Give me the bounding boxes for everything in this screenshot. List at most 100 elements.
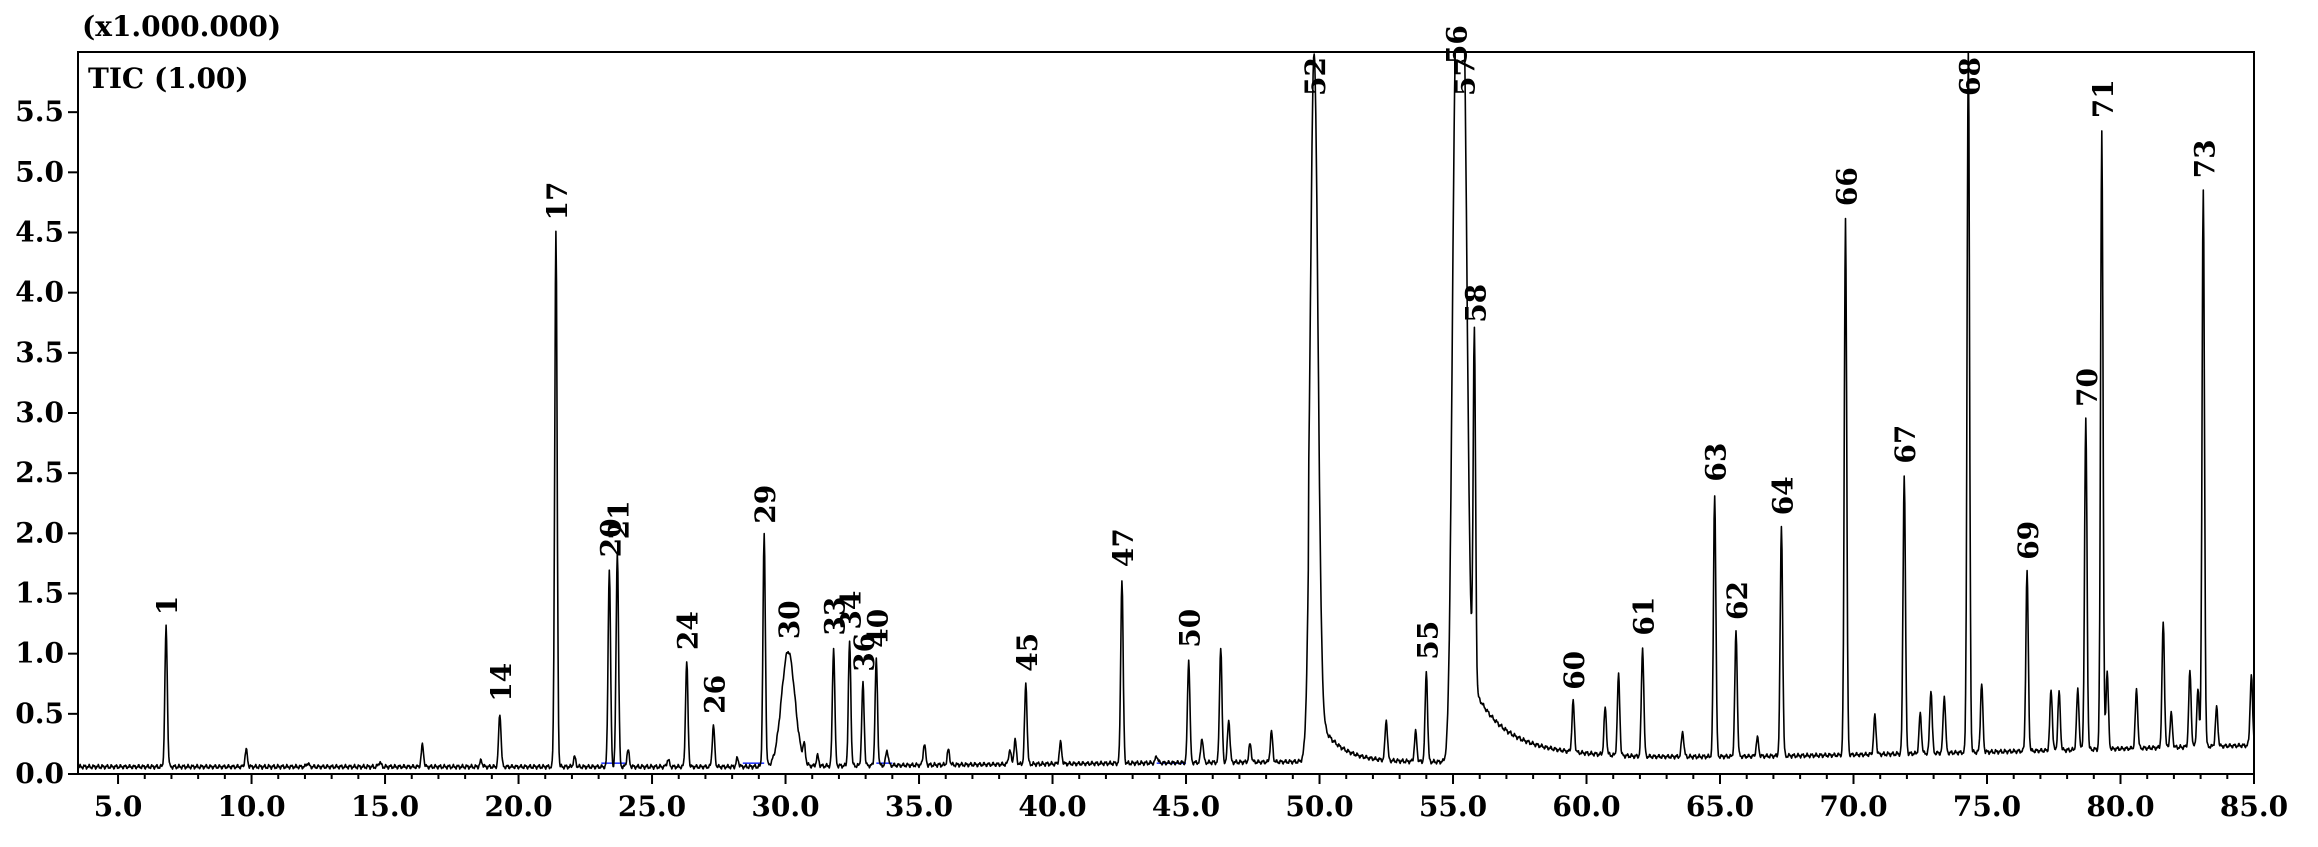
peak-label-group: 33	[819, 597, 852, 636]
peak-label: 14	[485, 663, 518, 702]
peak-label-group: 60	[1558, 651, 1591, 690]
x-tick-label: 70.0	[1819, 790, 1887, 823]
peak-label-group: 56	[1441, 25, 1474, 64]
peak-label: 1	[151, 596, 184, 615]
peak-label: 36	[848, 633, 881, 672]
peak-label-group: 17	[541, 182, 574, 221]
peak-label-group: 36	[848, 633, 881, 672]
peak-label-group: 70	[2071, 368, 2104, 407]
peak-label: 33	[819, 597, 852, 636]
y-tick-label: 0.0	[15, 757, 64, 790]
x-tick-label: 30.0	[751, 790, 819, 823]
peak-label-group: 66	[1831, 167, 1864, 206]
peak-label: 20	[594, 518, 627, 557]
peak-label-group: 63	[1700, 443, 1733, 482]
peak-label-group: 52	[1299, 57, 1332, 96]
peak-label-group: 20	[594, 518, 627, 557]
peak-label-group: 57	[1449, 57, 1482, 96]
y-tick-label: 2.5	[15, 456, 64, 489]
x-tick-label: 65.0	[1686, 790, 1754, 823]
x-tick-label: 35.0	[885, 790, 953, 823]
peak-label-group: 14	[485, 663, 518, 702]
peak-label-group: 73	[2188, 139, 2221, 178]
peak-label: 71	[2087, 79, 2120, 118]
peak-label-group: 58	[1459, 284, 1492, 323]
peak-label: 64	[1766, 476, 1799, 515]
peak-label-group: 45	[1011, 633, 1044, 672]
x-tick-label: 20.0	[484, 790, 552, 823]
y-axis: 0.0 0.5 1.0 1.5 2.0 2.5 3.0 3.5 4.0 4.5 5.0 5.5	[15, 95, 78, 790]
peak-label: 17	[541, 182, 574, 221]
x-tick-label: 25.0	[618, 790, 686, 823]
x-tick-label: 60.0	[1552, 790, 1620, 823]
y-tick-label: 1.0	[15, 637, 64, 670]
x-tick-label: 55.0	[1419, 790, 1487, 823]
peak-label: 30	[773, 600, 806, 639]
y-tick-label: 2.0	[15, 516, 64, 549]
peak-label: 34	[835, 591, 868, 630]
plot-frame	[77, 51, 2255, 775]
x-tick-label: 40.0	[1018, 790, 1086, 823]
x-tick-label: 10.0	[217, 790, 285, 823]
y-tick-label: 5.0	[15, 155, 64, 188]
peak-label-group: 67	[1889, 425, 1922, 464]
x-tick-label: 80.0	[2086, 790, 2154, 823]
peak-label: 40	[861, 609, 894, 648]
peak-label-group: 50	[1174, 609, 1207, 648]
peak-label-group: 61	[1628, 597, 1661, 636]
peak-label-group: 62	[1721, 581, 1754, 620]
peak-label: 60	[1558, 651, 1591, 690]
x-tick-label: 85.0	[2220, 790, 2288, 823]
tic-trace	[78, 52, 2254, 770]
peak-label: 68	[1953, 57, 1986, 96]
y-tick-label: 4.5	[15, 216, 64, 249]
peak-label: 21	[602, 500, 635, 539]
trace-label: TIC (1.00)	[88, 62, 249, 95]
y-tick-label: 1.5	[15, 577, 64, 610]
peak-label-group: 30	[773, 600, 806, 639]
peak-label: 56	[1441, 25, 1474, 64]
y-tick-label: 0.5	[15, 697, 64, 730]
peak-label: 50	[1174, 609, 1207, 648]
y-tick-label: 3.5	[15, 336, 64, 369]
peak-label: 57	[1449, 57, 1482, 96]
y-tick-label: 4.0	[15, 276, 64, 309]
peak-label: 73	[2188, 139, 2221, 178]
peak-label-group: 47	[1107, 528, 1140, 567]
peak-label-group: 64	[1766, 476, 1799, 515]
peak-label: 47	[1107, 528, 1140, 567]
x-axis: 5.0 10.0 15.0 20.0 25.0 30.0 35.0 40.0 45.0 50.0 5…	[94, 774, 2288, 823]
peak-label: 67	[1889, 425, 1922, 464]
peak-label-group: 55	[1411, 621, 1444, 660]
peak-label: 26	[698, 675, 731, 714]
peak-label: 58	[1459, 284, 1492, 323]
peak-label: 29	[749, 485, 782, 524]
peak-label: 66	[1831, 167, 1864, 206]
peak-label: 62	[1721, 581, 1754, 620]
peak-label: 70	[2071, 368, 2104, 407]
peak-label-group: 40	[861, 609, 894, 648]
peak-label: 69	[2012, 521, 2045, 560]
peak-label-group: 29	[749, 485, 782, 524]
x-tick-label: 50.0	[1285, 790, 1353, 823]
x-tick-label: 15.0	[351, 790, 419, 823]
y-tick-label: 5.5	[15, 95, 64, 128]
peak-label-group: 26	[698, 675, 731, 714]
peak-label-group: 21	[602, 500, 635, 539]
y-tick-label: 3.0	[15, 396, 64, 429]
x-tick-label: 5.0	[94, 790, 143, 823]
peak-label-group: 69	[2012, 521, 2045, 560]
peak-label: 63	[1700, 443, 1733, 482]
peak-label: 61	[1628, 597, 1661, 636]
y-multiplier-label: (x1.000.000)	[82, 10, 281, 43]
peak-label-group: 24	[672, 611, 705, 650]
peak-label: 24	[672, 611, 705, 650]
peak-label: 55	[1411, 621, 1444, 660]
peak-label-group: 68	[1953, 57, 1986, 96]
peak-label: 45	[1011, 633, 1044, 672]
peak-label: 52	[1299, 57, 1332, 96]
x-tick-label: 45.0	[1152, 790, 1220, 823]
peak-label-group: 34	[835, 591, 868, 630]
